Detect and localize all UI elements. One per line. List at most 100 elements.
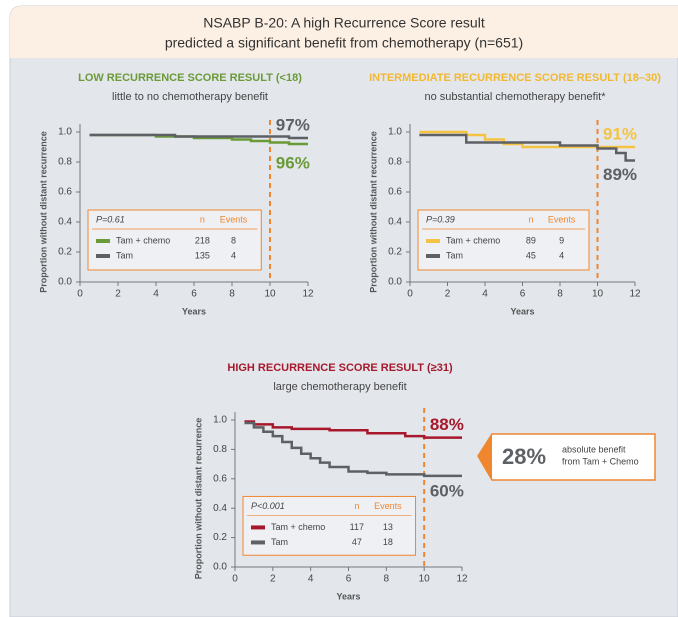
legend-events: 4 — [231, 250, 236, 260]
y-tick-label: 0.8 — [213, 444, 227, 455]
y-tick-label: 0.8 — [58, 157, 72, 168]
x-axis-label: Years — [510, 306, 534, 316]
legend-n: 47 — [352, 537, 362, 547]
x-tick-label: 0 — [77, 289, 83, 300]
y-tick-label: 0.4 — [58, 217, 72, 228]
y-tick-label: 0.6 — [58, 187, 72, 198]
callout-text: absolute benefit — [562, 444, 626, 454]
legend-header: Events — [374, 501, 402, 511]
x-tick-label: 6 — [520, 289, 526, 300]
legend-box — [242, 495, 417, 556]
header-line: predicted a significant benefit from che… — [165, 35, 523, 51]
y-tick-label: 1.0 — [213, 415, 227, 426]
legend-name: Tam + chemo — [271, 522, 325, 532]
end-label: 60% — [430, 481, 464, 500]
x-axis-label: Years — [336, 591, 360, 601]
x-tick-label: 10 — [592, 289, 604, 300]
survival-line — [419, 130, 635, 149]
x-tick-label: 8 — [384, 574, 390, 585]
legend-events: 4 — [559, 250, 564, 260]
legend-events: 8 — [231, 235, 236, 245]
p-value: P<0.001 — [251, 501, 285, 511]
p-value: P=0.61 — [96, 214, 125, 224]
x-tick-label: 0 — [232, 574, 238, 585]
x-tick-label: 4 — [153, 289, 159, 300]
x-axis-label: Years — [182, 306, 206, 316]
callout-arrow — [478, 434, 492, 480]
legend-header: Events — [220, 214, 248, 224]
callout-value: 28% — [502, 444, 546, 469]
x-tick-label: 2 — [115, 289, 121, 300]
x-tick-label: 12 — [456, 574, 468, 585]
survival-line — [89, 133, 308, 140]
callout-text: from Tam + Chemo — [562, 456, 639, 466]
legend-n: 117 — [350, 522, 364, 532]
end-label: 91% — [603, 124, 637, 143]
y-tick-label: 0.6 — [213, 473, 227, 484]
x-tick-label: 6 — [346, 574, 352, 585]
x-tick-label: 0 — [407, 289, 413, 300]
y-tick-label: 0.0 — [213, 562, 227, 573]
legend-header: Events — [548, 214, 576, 224]
chart-subtitle: no substantial chemotherapy benefit* — [424, 91, 606, 103]
y-tick-label: 1.0 — [388, 127, 402, 138]
y-axis-label: Proportion without distant recurrence — [368, 131, 378, 293]
y-tick-label: 0.8 — [388, 157, 402, 168]
legend-box — [87, 209, 262, 271]
legend-n: 89 — [526, 235, 536, 245]
y-tick-label: 0.2 — [213, 532, 227, 543]
legend-name: Tam — [116, 250, 133, 260]
y-axis-label: Proportion without distant recurrence — [38, 131, 48, 293]
end-label: 96% — [276, 153, 310, 172]
legend-name: Tam — [271, 537, 288, 547]
legend-events: 9 — [559, 235, 564, 245]
legend-name: Tam — [446, 250, 463, 260]
y-tick-label: 0.0 — [388, 277, 402, 288]
x-tick-label: 10 — [264, 289, 276, 300]
legend-events: 13 — [383, 522, 393, 532]
p-value: P=0.39 — [426, 214, 455, 224]
legend-n: 45 — [526, 250, 536, 260]
legend-name: Tam + chemo — [116, 235, 170, 245]
legend-box — [417, 209, 590, 271]
x-tick-label: 12 — [629, 289, 641, 300]
y-axis-label: Proportion without distant recurrence — [193, 418, 203, 580]
x-tick-label: 6 — [191, 289, 197, 300]
y-tick-label: 0.6 — [388, 187, 402, 198]
chart-title: INTERMEDIATE RECURRENCE SCORE RESULT (18… — [369, 72, 661, 84]
survival-line — [244, 420, 462, 439]
chart-title: HIGH RECURRENCE SCORE RESULT (≥31) — [227, 362, 453, 374]
end-label: 97% — [276, 115, 310, 134]
header-band — [10, 6, 678, 58]
legend-header: n — [528, 214, 533, 224]
y-tick-label: 0.2 — [388, 247, 402, 258]
end-label: 89% — [603, 165, 637, 184]
y-tick-label: 1.0 — [58, 127, 72, 138]
x-tick-label: 4 — [308, 574, 314, 585]
callout-box — [477, 433, 656, 481]
header-line: NSABP B-20: A high Recurrence Score resu… — [203, 15, 485, 31]
legend-name: Tam + chemo — [446, 235, 500, 245]
x-tick-label: 12 — [302, 289, 314, 300]
legend-header: n — [354, 501, 359, 511]
y-tick-label: 0.4 — [213, 503, 227, 514]
x-tick-label: 2 — [270, 574, 276, 585]
x-tick-label: 2 — [445, 289, 451, 300]
x-tick-label: 8 — [557, 289, 563, 300]
legend-events: 18 — [383, 537, 393, 547]
y-tick-label: 0.0 — [58, 277, 72, 288]
survival-line — [419, 133, 635, 162]
survival-line — [244, 421, 462, 478]
x-tick-label: 4 — [482, 289, 488, 300]
chart-subtitle: little to no chemotherapy benefit — [112, 91, 268, 103]
y-tick-label: 0.2 — [58, 247, 72, 258]
x-tick-label: 8 — [229, 289, 235, 300]
end-label: 88% — [430, 415, 464, 434]
legend-header: n — [200, 214, 205, 224]
chart-title: LOW RECURRENCE SCORE RESULT (<18) — [78, 72, 302, 84]
legend-n: 135 — [195, 250, 210, 260]
chart-subtitle: large chemotherapy benefit — [273, 381, 406, 393]
legend-n: 218 — [195, 235, 210, 245]
y-tick-label: 0.4 — [388, 217, 402, 228]
